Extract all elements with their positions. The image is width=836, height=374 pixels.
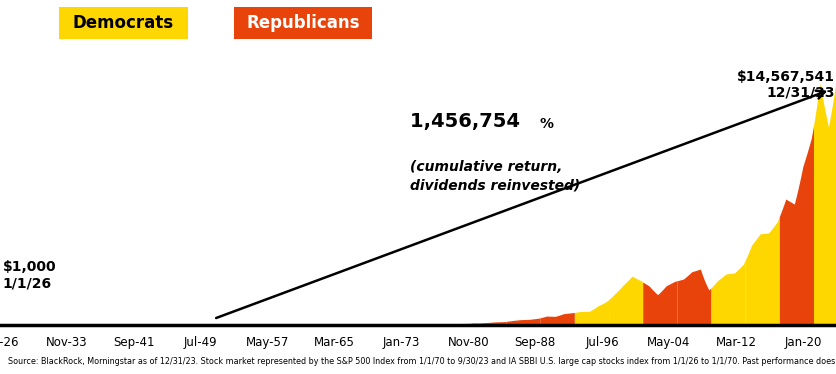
Text: (cumulative return,: (cumulative return, [410, 160, 562, 174]
Text: dividends reinvested): dividends reinvested) [410, 179, 579, 193]
Text: 1,456,754: 1,456,754 [410, 113, 526, 132]
Text: Source: BlackRock, Morningstar as of 12/31/23. Stock market represented by the S: Source: BlackRock, Morningstar as of 12/… [8, 357, 836, 366]
Text: %: % [539, 117, 553, 132]
Text: $14,567,541
12/31/23: $14,567,541 12/31/23 [737, 70, 834, 100]
Text: Democrats: Democrats [73, 14, 174, 33]
Text: $1,000
1/1/26: $1,000 1/1/26 [3, 260, 56, 290]
Text: Republicans: Republicans [247, 14, 359, 33]
